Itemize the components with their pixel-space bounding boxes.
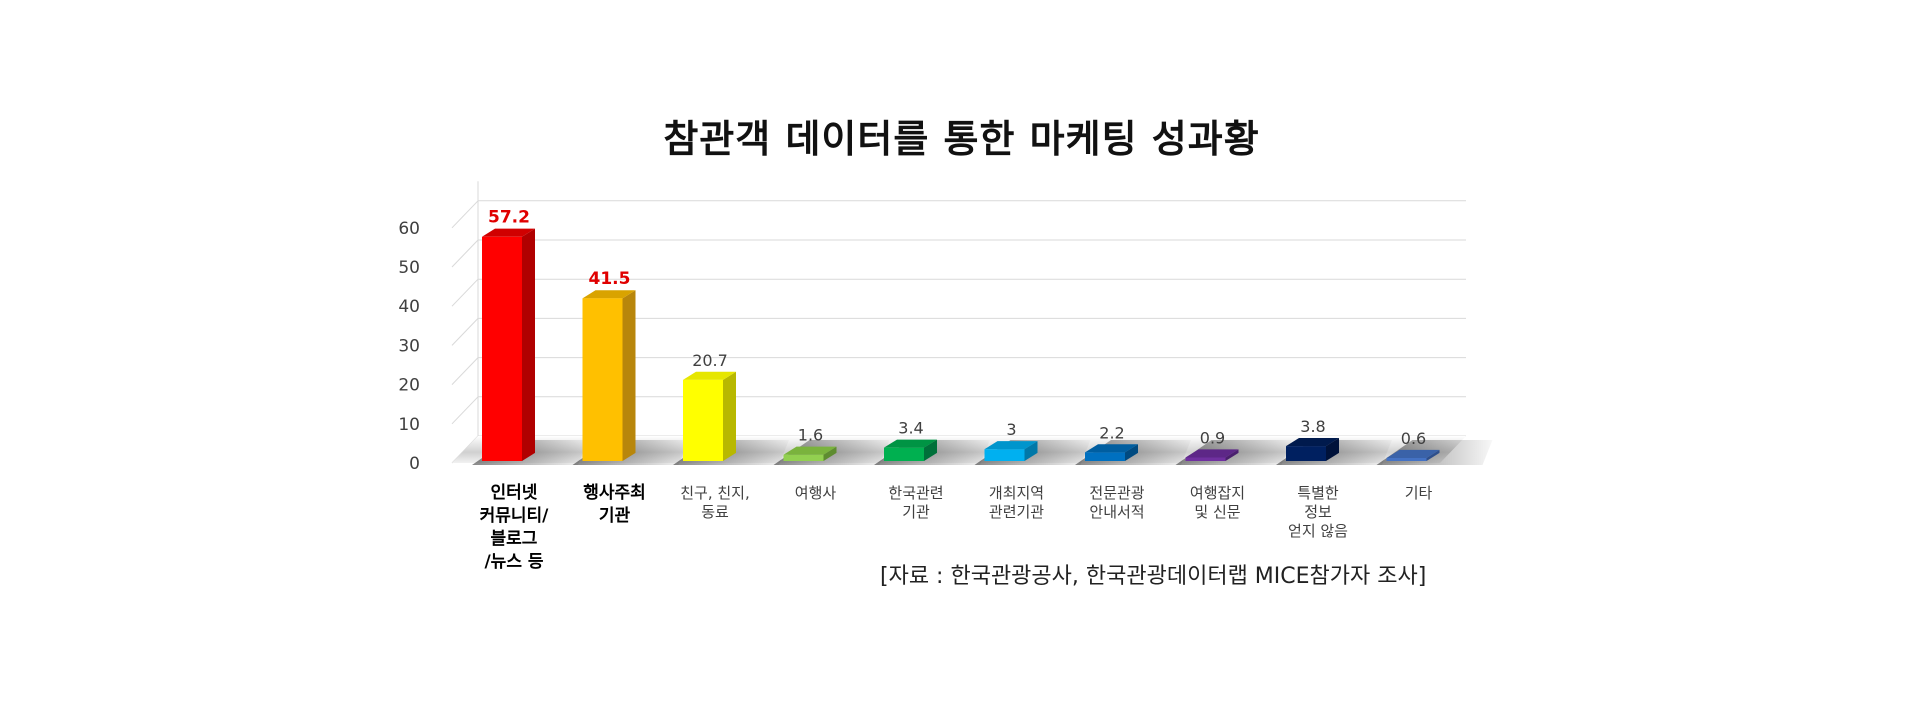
bar-6 — [974, 440, 1091, 465]
y-tick-label: 10 — [398, 415, 420, 435]
data-label: 3.4 — [898, 419, 923, 438]
bar-front — [1185, 457, 1226, 461]
bar-8 — [1175, 440, 1292, 465]
bar-top — [683, 371, 736, 380]
gridline-side — [451, 278, 479, 307]
data-label: 1.6 — [798, 426, 823, 445]
x-tick-label: 인터넷 커뮤니티/블로그/뉴스 등 — [480, 483, 550, 572]
x-tick-label: 기타 — [1405, 484, 1433, 502]
bar-front — [683, 379, 723, 461]
bar-front — [1386, 458, 1427, 461]
bar-side — [924, 439, 937, 461]
x-tick-label: 친구, 친지, 동료 — [680, 484, 750, 521]
bar-side — [1326, 438, 1339, 461]
bar-front — [984, 449, 1025, 461]
gridline-side — [451, 200, 479, 229]
gridline-side — [451, 318, 479, 346]
bar-side — [1225, 449, 1239, 461]
bar-top — [1286, 438, 1339, 447]
bar-side — [823, 446, 837, 461]
data-label: 57.2 — [488, 208, 530, 228]
x-tick-label: 개최지역 관련기관 — [989, 484, 1044, 521]
y-tick-label: 60 — [398, 219, 420, 239]
data-label: 0.9 — [1200, 428, 1225, 447]
bar-side — [1426, 449, 1440, 461]
bar-top — [582, 290, 636, 299]
bar-side — [723, 371, 736, 461]
x-tick-label: 여행잡지 및 신문 — [1190, 484, 1245, 521]
data-label: 3 — [1006, 420, 1016, 439]
y-tick-label: 20 — [398, 376, 420, 396]
bar-front — [1085, 452, 1125, 461]
x-tick-label: 여행사 — [795, 484, 837, 502]
bar-7 — [1075, 440, 1191, 465]
gridline-side — [451, 239, 479, 268]
source-note: [자료 : 한국관광공사, 한국관광데이터랩 MICE참가자 조사] — [880, 564, 1427, 589]
bar-top — [783, 446, 837, 455]
gridline-side — [451, 396, 479, 425]
x-tick-label: 한국관련 기관 — [888, 484, 943, 521]
bar-front — [482, 236, 522, 461]
y-tick-label: 50 — [398, 258, 420, 278]
bar-top — [884, 439, 937, 448]
data-label: 41.5 — [589, 269, 631, 289]
bar-side — [622, 290, 636, 461]
bar-front — [783, 454, 824, 461]
x-tick-label: 전문관광 안내서적 — [1089, 484, 1144, 521]
bar-front — [1286, 446, 1326, 461]
bar-top — [482, 228, 535, 237]
y-tick-label: 40 — [398, 297, 420, 317]
gridline-side — [451, 357, 479, 385]
data-label: 2.2 — [1099, 423, 1124, 442]
x-tick-label: 특별한 정보 얻지 않음 — [1288, 484, 1348, 540]
bar-top — [984, 441, 1038, 450]
chart-title: 참관객 데이터를 통한 마케팅 성과황 — [663, 117, 1260, 161]
x-tick-label: 행사주최 기관 — [583, 483, 646, 526]
bar-top — [1085, 444, 1138, 453]
bar-top — [1185, 449, 1239, 458]
data-label: 20.7 — [692, 351, 728, 370]
bar-3 — [673, 371, 789, 465]
bar-top — [1386, 449, 1440, 458]
bar-4 — [773, 440, 890, 465]
y-tick-label: 30 — [398, 336, 420, 356]
y-tick-label: 0 — [409, 454, 420, 474]
bar-5 — [874, 439, 990, 465]
bar-side — [1125, 444, 1138, 461]
bar-front — [884, 447, 924, 461]
bar-side — [522, 228, 535, 461]
bar-1 — [472, 228, 588, 465]
bar-side — [1024, 441, 1038, 461]
data-label: 0.6 — [1401, 429, 1426, 448]
bar-2 — [572, 290, 689, 465]
data-label: 3.8 — [1300, 417, 1325, 436]
bar-9 — [1276, 438, 1392, 465]
bar-front — [582, 298, 623, 461]
bar-10 — [1376, 440, 1493, 465]
